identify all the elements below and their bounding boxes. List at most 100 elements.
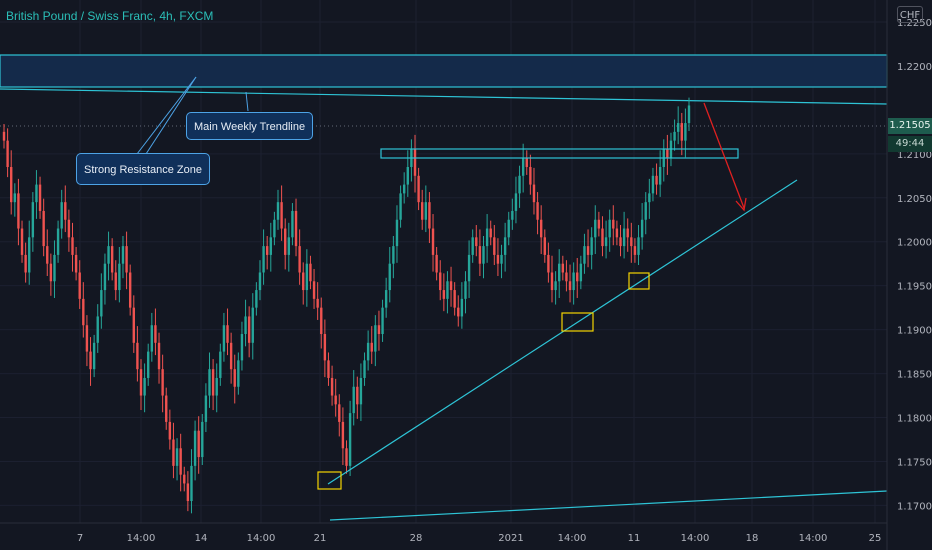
candle-body <box>374 325 377 352</box>
time-tick-label: 14:00 <box>681 533 710 544</box>
candle-body <box>240 334 244 361</box>
candle-body <box>521 158 525 176</box>
candle-body <box>366 342 370 361</box>
callout-pointer-zone-a <box>136 76 197 155</box>
candle-body <box>13 193 17 203</box>
currency-button[interactable]: CHF <box>897 6 923 23</box>
candle-body <box>31 202 35 238</box>
highlight-box-high <box>628 272 650 290</box>
candle-body <box>619 237 622 247</box>
candle-body <box>475 237 478 247</box>
candle-body <box>471 237 474 255</box>
candle-body <box>298 246 301 273</box>
candle-body <box>532 184 536 203</box>
candle-body <box>219 351 222 378</box>
price-tick-label: 1.21000 <box>897 150 932 161</box>
candle-body <box>658 167 662 185</box>
candle-body <box>370 342 373 352</box>
candle-body <box>247 316 251 343</box>
time-tick-label: 11 <box>628 533 641 544</box>
candle-body <box>222 325 226 352</box>
candle-body <box>630 237 633 247</box>
candle-body <box>446 281 449 299</box>
candle-body <box>431 228 435 255</box>
candle-body <box>139 369 143 396</box>
candle-body <box>28 237 31 273</box>
candle-body <box>392 246 395 264</box>
candle-body <box>258 272 262 291</box>
time-tick-label: 14:00 <box>558 533 587 544</box>
candle-body <box>226 325 229 343</box>
candle-body <box>334 395 337 405</box>
candle-body <box>601 228 604 247</box>
candle-body <box>193 430 197 466</box>
resistance-zone[interactable] <box>0 54 888 88</box>
candle-body <box>179 448 182 475</box>
candle-body <box>381 307 384 335</box>
symbol-title[interactable]: British Pound / Swiss Franc, 4h, FXCM <box>6 9 214 23</box>
candle-body <box>190 465 193 502</box>
projection-arrow-head <box>735 197 747 212</box>
resistance-zone-callout[interactable]: Strong Resistance Zone <box>76 153 211 185</box>
candle-body <box>262 246 265 273</box>
time-tick-label: 7 <box>77 533 83 544</box>
candle-body <box>175 448 179 466</box>
candle-body <box>457 307 460 317</box>
candle-body <box>309 263 312 282</box>
candle-body <box>604 237 608 247</box>
candle-body <box>89 351 92 370</box>
candle-body <box>107 246 110 264</box>
highlight-box-mid <box>561 312 594 332</box>
candle-body <box>356 386 359 405</box>
candle-body <box>467 254 471 282</box>
candle-body <box>503 237 507 255</box>
candle-body <box>666 149 669 159</box>
candle-body <box>168 421 172 440</box>
candle-body <box>244 316 247 335</box>
candle-body <box>489 228 492 238</box>
candle-body <box>637 237 640 255</box>
candle-body <box>10 167 13 203</box>
candle-body <box>201 421 204 458</box>
candle-body <box>118 263 121 291</box>
candle-body <box>648 193 651 203</box>
candle-body <box>341 421 345 449</box>
candle-body <box>565 272 568 282</box>
candle-body <box>586 246 590 255</box>
countdown-badge: 49:44 <box>888 136 932 152</box>
time-tick-label: 25 <box>869 533 882 544</box>
candle-body <box>251 307 254 343</box>
candle-body <box>439 272 442 291</box>
candle-body <box>46 246 49 264</box>
candle-body <box>597 219 601 229</box>
candle-body <box>579 263 583 282</box>
candle-body <box>345 448 348 466</box>
candle-body <box>165 395 168 422</box>
time-axis[interactable]: 7 14:00 14 14:00 21 28 2021 14:00 11 14:00 18 14:00… <box>77 533 882 544</box>
candle-body <box>655 175 658 185</box>
ascending-support-trendline[interactable] <box>327 179 798 485</box>
lower-trendline[interactable] <box>329 490 888 521</box>
price-axis[interactable]: 1.22500 1.22000 1.21505 1.21000 1.20500 1.200… <box>897 18 932 512</box>
candle-body <box>211 369 215 396</box>
weekly-trendline[interactable] <box>0 88 888 105</box>
candle-body <box>449 281 453 291</box>
price-tick-label: 1.20500 <box>897 194 932 205</box>
candle-body <box>327 360 330 378</box>
time-tick-label: 14:00 <box>247 533 276 544</box>
candle-body <box>413 149 417 176</box>
time-tick-label: 28 <box>410 533 423 544</box>
candle-body <box>312 281 316 299</box>
weekly-trendline-callout[interactable]: Main Weekly Trendline <box>186 112 314 140</box>
candle-body <box>644 202 647 220</box>
candle-body <box>143 377 146 396</box>
candle-body <box>558 263 561 282</box>
candle-body <box>547 254 550 273</box>
candle-body <box>67 219 71 238</box>
candle-body <box>208 369 211 396</box>
candle-body <box>399 193 402 220</box>
candle-body <box>539 219 543 238</box>
resistance-rectangle[interactable] <box>380 148 739 159</box>
candle-body <box>485 228 489 247</box>
